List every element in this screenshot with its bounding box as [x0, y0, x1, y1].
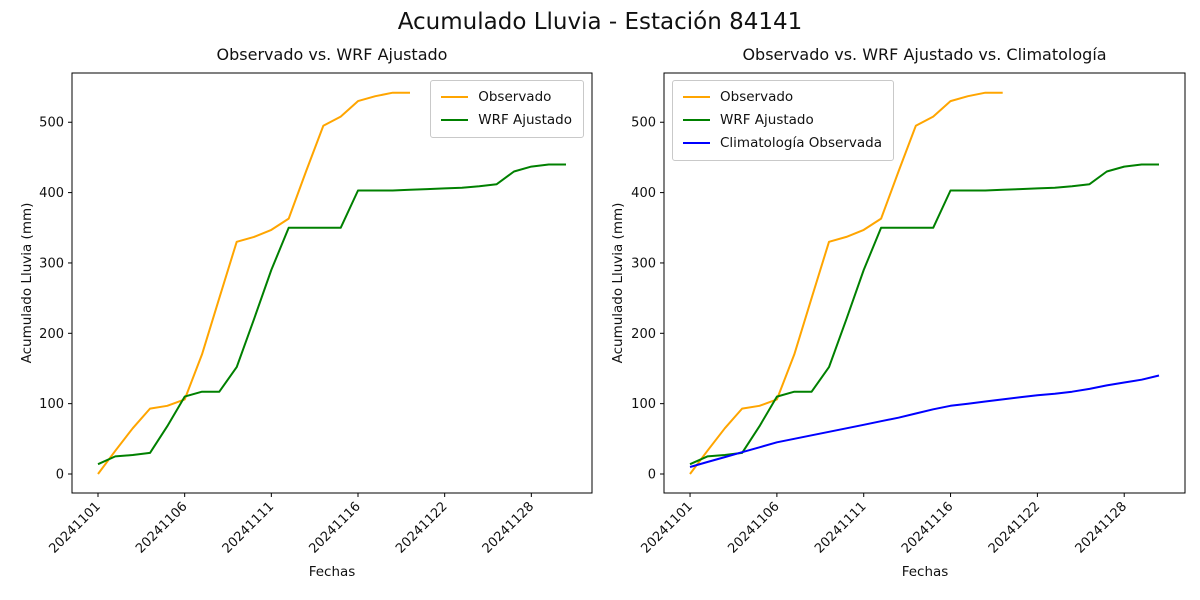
- axes-frame: [663, 72, 1186, 494]
- legend-right-plot: Observado WRF Ajustado Climatología Observ…: [672, 80, 894, 161]
- x-tick-label: 20241128: [480, 499, 537, 556]
- legend-line-sample: [683, 96, 710, 98]
- series-line-climatologia-observada: [689, 374, 1160, 468]
- legend-entry-climatologia-observada: Climatología Observada: [683, 135, 882, 151]
- series-line-wrf-ajustado: [689, 163, 1159, 466]
- y-tick-label: 200: [631, 327, 656, 342]
- y-tick-label: 200: [39, 327, 64, 342]
- legend-label: Observado: [478, 89, 552, 105]
- axes-frame: [71, 72, 593, 494]
- subplot-title-right: Observado vs. WRF Ajustado vs. Climatolo…: [742, 45, 1107, 64]
- x-tick-label: 20241111: [812, 499, 869, 556]
- legend-left-plot: Observado WRF Ajustado: [430, 80, 584, 138]
- legend-label: WRF Ajustado: [478, 112, 572, 128]
- legend-label: Observado: [720, 89, 794, 105]
- legend-label: WRF Ajustado: [720, 112, 814, 128]
- legend-line-sample: [441, 119, 469, 121]
- x-tick-label: 20241122: [986, 499, 1043, 556]
- series-line-observado: [97, 91, 410, 475]
- y-tick-label: 0: [56, 468, 64, 483]
- legend-line-sample: [441, 96, 469, 98]
- y-tick-label: 0: [648, 468, 656, 483]
- y-tick-label: 100: [631, 397, 656, 412]
- figure-title: Acumulado Lluvia - Estación 84141: [397, 9, 803, 35]
- legend-entry-observado: Observado: [683, 89, 882, 105]
- y-tick-label: 400: [631, 186, 656, 201]
- legend-entry-wrf-ajustado: WRF Ajustado: [441, 112, 572, 128]
- x-tick-label: 20241116: [899, 499, 956, 556]
- legend-entry-observado: Observado: [441, 89, 572, 105]
- y-tick-label: 500: [39, 116, 64, 131]
- x-tick-label: 20241101: [638, 499, 695, 556]
- series-line-wrf-ajustado: [97, 163, 566, 466]
- legend-label: Climatología Observada: [720, 135, 882, 151]
- x-tick-label: 20241116: [306, 499, 363, 556]
- x-tick-label: 20241101: [46, 499, 103, 556]
- x-tick-label: 20241106: [725, 499, 782, 556]
- series-line-observado: [689, 91, 1003, 475]
- y-axis-label-left: Acumulado Lluvia (mm): [19, 202, 35, 364]
- x-axis-label-left: Fechas: [308, 564, 356, 580]
- x-tick-label: 20241106: [133, 499, 190, 556]
- x-tick-label: 20241128: [1073, 499, 1130, 556]
- legend-line-sample: [683, 119, 710, 121]
- y-tick-label: 500: [631, 116, 656, 131]
- subplot-title-left: Observado vs. WRF Ajustado: [216, 45, 448, 64]
- legend-entry-wrf-ajustado: WRF Ajustado: [683, 112, 882, 128]
- y-tick-label: 100: [39, 397, 64, 412]
- x-axis-label-right: Fechas: [901, 564, 949, 580]
- y-tick-label: 400: [39, 186, 64, 201]
- x-tick-label: 20241111: [220, 499, 277, 556]
- x-tick-label: 20241122: [393, 499, 450, 556]
- y-tick-label: 300: [39, 256, 64, 271]
- legend-line-sample: [683, 142, 710, 144]
- y-axis-label-right: Acumulado Lluvia (mm): [610, 202, 626, 364]
- y-tick-label: 300: [631, 256, 656, 271]
